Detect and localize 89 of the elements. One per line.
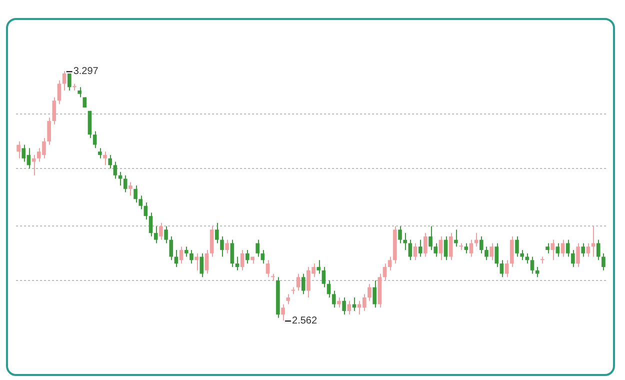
candlestick [418, 239, 422, 258]
candlestick [510, 236, 514, 268]
candlestick [464, 242, 468, 254]
candlestick [556, 242, 560, 258]
candlestick [148, 212, 153, 237]
candlestick [576, 242, 580, 268]
annotation: 2.562 [292, 315, 318, 326]
candlestick [296, 273, 300, 292]
candlestick [154, 226, 158, 244]
candlestick [438, 236, 443, 261]
candlestick [128, 182, 132, 196]
candlestick [515, 236, 519, 258]
candlestick [240, 249, 244, 271]
candlestick [388, 256, 392, 271]
candlestick [581, 242, 586, 258]
candlestick [88, 110, 92, 138]
candlestick [571, 249, 575, 268]
candlestick [230, 239, 234, 268]
candlestick [413, 242, 418, 261]
candlestick [286, 294, 290, 305]
candlestick [403, 232, 407, 250]
candlestick [596, 239, 600, 261]
candlestick [326, 280, 331, 298]
candlestick [184, 246, 188, 258]
candlestick [98, 148, 102, 159]
candlestick [32, 154, 36, 176]
candlestick [602, 252, 606, 271]
candlestick [159, 222, 163, 240]
annotation: 3.297 [73, 66, 99, 77]
candlestick [500, 260, 504, 278]
candlestick [179, 246, 184, 264]
candlestick [235, 256, 240, 271]
candlestick [225, 239, 229, 254]
candlestick [494, 242, 499, 268]
candlestick [408, 239, 412, 261]
candlestick [78, 86, 82, 98]
candlestick [444, 236, 448, 261]
candlestick [332, 290, 336, 308]
candlestick [194, 252, 198, 271]
candlestick [591, 226, 596, 258]
candlestick [560, 239, 565, 258]
candlestick [398, 226, 402, 244]
candlestick [113, 161, 118, 180]
candlestick [281, 304, 285, 322]
candlestick [204, 249, 209, 274]
candlestick [479, 236, 484, 254]
candlestick [490, 242, 494, 261]
candlestick [382, 263, 387, 282]
candlestick [47, 117, 51, 146]
candlestick [448, 232, 453, 261]
candlestick [546, 242, 550, 254]
candlestick [62, 70, 66, 91]
candlestick [368, 283, 372, 302]
candlestick [200, 252, 204, 278]
candlestick [347, 300, 352, 315]
candlestick [246, 249, 250, 264]
candlestick [266, 260, 270, 278]
candlestick [169, 236, 174, 261]
candlestick [16, 140, 20, 159]
candlestick [566, 239, 570, 258]
candlestick [316, 260, 321, 274]
candlestick [484, 246, 488, 261]
candlestick [322, 266, 326, 288]
candlestick [504, 260, 509, 278]
candlestick [210, 226, 214, 258]
candlestick [520, 249, 524, 261]
candlestick [123, 174, 128, 193]
candlestick [144, 202, 148, 220]
candlestick [68, 73, 72, 91]
candlestick [342, 296, 346, 315]
candlestick [92, 130, 97, 149]
candlestick [454, 229, 458, 248]
candlestick [220, 236, 224, 258]
candlestick [215, 222, 219, 244]
candlestick [530, 256, 534, 274]
candlestick [424, 232, 428, 258]
candlestick [103, 151, 107, 166]
candlestick [256, 239, 260, 258]
candlestick [52, 96, 56, 125]
candlestick [164, 226, 168, 244]
candlestick [372, 280, 376, 308]
candlestick [190, 249, 194, 264]
candlestick [337, 296, 341, 308]
candlestick [586, 242, 590, 258]
candlestick [469, 239, 474, 258]
candlestick [57, 80, 62, 105]
candlestick [108, 154, 112, 170]
candlestick [301, 273, 306, 295]
candlestick [550, 239, 554, 261]
